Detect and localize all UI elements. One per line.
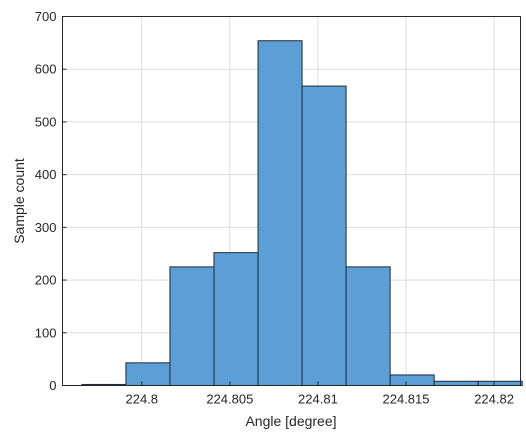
- histogram-bar: [125, 362, 171, 386]
- x-tick-label: 224.8: [125, 392, 158, 407]
- x-axis-label: Angle [degree]: [245, 413, 336, 429]
- x-tick-label: 224.82: [474, 392, 514, 407]
- y-tick-label: 300: [35, 220, 57, 235]
- x-tick-label: 224.805: [206, 392, 253, 407]
- y-tick-label: 400: [35, 167, 57, 182]
- x-tick-label: 224.815: [383, 392, 430, 407]
- histogram-bar: [389, 374, 435, 387]
- y-tick-label: 100: [35, 325, 57, 340]
- axes-frame: [62, 16, 521, 386]
- x-tick-labels: 224.8 224.805 224.81 224.815 224.82: [125, 381, 514, 407]
- histogram-bar: [345, 266, 391, 386]
- y-tick-label: 600: [35, 62, 57, 77]
- y-tick-labels: 0 100 200 300 400 500 600 700: [35, 9, 67, 393]
- y-tick-label: 500: [35, 114, 57, 129]
- y-tick-label: 700: [35, 9, 57, 24]
- histogram-bar: [169, 266, 215, 386]
- histogram-bar: [477, 380, 523, 387]
- x-tick-label: 224.81: [298, 392, 338, 407]
- y-tick-label: 200: [35, 273, 57, 288]
- bars: [81, 40, 523, 387]
- histogram-bar: [301, 85, 347, 386]
- histogram-bar: [433, 380, 479, 387]
- y-tick-label: 0: [49, 378, 56, 393]
- histogram-bar: [213, 252, 259, 386]
- histogram-bar: [257, 40, 303, 387]
- y-axis-label: Sample count: [11, 158, 27, 244]
